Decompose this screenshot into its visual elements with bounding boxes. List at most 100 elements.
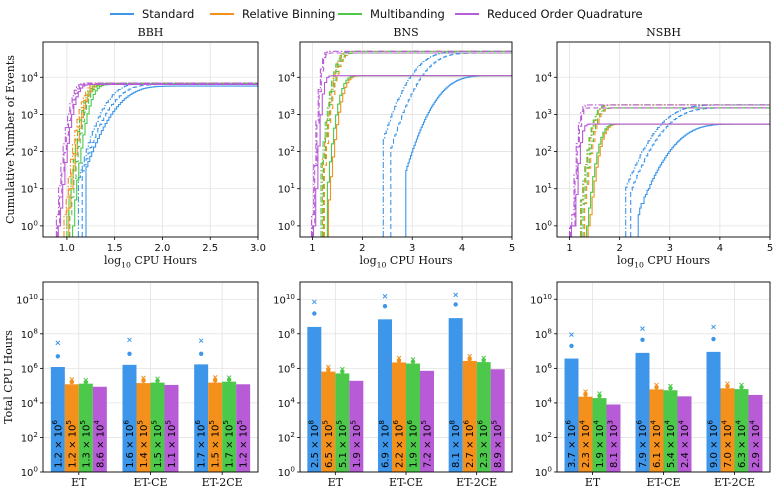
y-tick-label: 101 (535, 181, 552, 196)
marker-dot-standard (198, 351, 204, 356)
bar-label-roq: 8.6 × 104 (92, 420, 107, 468)
y-tick-label: 108 (535, 326, 553, 341)
y-tick-label: 1010 (530, 292, 552, 307)
bar-standard-et (564, 358, 579, 472)
y-tick-label: 102 (21, 430, 38, 445)
cdf-panel-bns: 1 2 3 4 5 100 101 102 103 104 BNS log10 CPU Hours (278, 26, 516, 269)
bar-label-multibanding: 1.7 × 105 (221, 420, 236, 468)
marker-dot-standard (312, 311, 317, 316)
cdf-panel-bbh: 1.0 1.5 2.0 2.5 3.0 100 101 102 103 104 BBH log10 C… (4, 26, 266, 269)
bar-label-standard: 6.9 × 108 (377, 420, 392, 468)
marker-cross-multibanding (339, 366, 345, 372)
x-category-label: ET-CE (646, 476, 680, 489)
cdf-line-standard-dashed (390, 52, 512, 237)
bar-label-standard: 7.9 × 106 (635, 420, 650, 468)
bar-relative_binning-et-ce (136, 383, 151, 472)
marker-cross-standard (198, 338, 204, 344)
marker-cross-multibanding (668, 383, 673, 389)
cdf-line-multibanding-dashed (582, 107, 770, 237)
cdf-line-relative_binning-dashdot (581, 104, 770, 237)
curves (310, 50, 512, 237)
y-tick-label: 100 (21, 465, 39, 480)
bar-standard-et-2ce (194, 364, 209, 472)
cdf-line-roq-dashdot (310, 50, 512, 237)
marker-cross-standard (382, 293, 388, 299)
marker-dot-standard (711, 336, 716, 342)
marker-cross-relative_binning (69, 377, 75, 382)
marker-cross-standard (569, 332, 574, 337)
cdf-line-relative_binning-dashed (323, 52, 512, 237)
bar-roq-et-ce (164, 384, 179, 472)
y-tick-label: 102 (21, 144, 38, 159)
y-tick-label: 1010 (16, 292, 38, 307)
bar-label-standard: 1.2 × 106 (50, 420, 64, 468)
x-tick-label: 5 (509, 243, 515, 254)
x-category-label: ET-CE (133, 476, 167, 489)
y-axis-label: Total CPU Hours (2, 330, 15, 424)
bar-roq-et-2ce (236, 384, 251, 472)
marker-dot-standard (127, 351, 132, 356)
bar-relative_binning-et (321, 371, 336, 472)
y-tick-label: 106 (21, 361, 39, 376)
cdf-line-standard-solid (637, 123, 770, 237)
legend-label-standard: Standard (142, 7, 194, 21)
curves (568, 104, 770, 237)
bar-label-relative_binning: 1.4 × 105 (136, 420, 151, 468)
bar-label-roq: 1.2 × 105 (235, 420, 250, 468)
bar-label-standard: 1.6 × 106 (122, 420, 137, 468)
axes-frame (556, 41, 771, 238)
bar-relative_binning-et-ce (649, 389, 664, 472)
y-tick-label: 103 (535, 107, 552, 122)
marker-cross-multibanding (155, 376, 160, 382)
y-tick-label: 104 (535, 70, 553, 85)
y-tick-label: 102 (278, 430, 295, 445)
bar-label-roq: 1.1 × 105 (164, 420, 179, 468)
x-tick-label: 4 (717, 243, 723, 254)
bar-label-roq: 2.4 × 104 (677, 420, 692, 468)
y-tick-label: 104 (21, 70, 39, 85)
y-tick-label: 101 (278, 181, 295, 196)
cdf-line-multibanding-dashdot (580, 104, 770, 237)
cdf-line-standard-dashdot (382, 50, 512, 237)
y-axis-label: Cumulative Number of Events (4, 55, 17, 224)
bar-label-roq: 7.2 × 105 (419, 420, 434, 468)
y-tick-label: 102 (535, 430, 552, 445)
bar-standard-et-2ce (706, 351, 721, 472)
y-tick-label: 103 (21, 107, 38, 122)
cdf-line-roq-dashed (56, 83, 258, 237)
bar-label-multibanding: 6.3 × 104 (734, 420, 749, 468)
legend-label-relative_binning: Relative Binning (242, 7, 335, 21)
x-tick-label: 2 (359, 243, 365, 254)
marker-cross-relative_binning (396, 355, 402, 361)
x-category-label: ET (71, 476, 87, 489)
marker-cross-standard (453, 292, 459, 298)
x-tick-label: 1.5 (107, 243, 123, 254)
marker-cross-relative_binning (583, 389, 588, 394)
bar-relative_binning-et-2ce (720, 388, 735, 472)
x-tick-label: 1.0 (59, 243, 75, 254)
y-tick-label: 104 (535, 395, 553, 410)
marker-cross-multibanding (410, 357, 416, 362)
bar-label-roq: 1.9 × 105 (348, 420, 363, 468)
bar-label-standard: 1.7 × 106 (193, 420, 208, 468)
bar-multibanding-et (592, 398, 607, 472)
x-tick-label: 1 (566, 243, 572, 254)
bar-label-standard: 2.5 × 108 (306, 420, 321, 468)
y-tick-label: 104 (278, 395, 296, 410)
x-axis-label: log10 CPU Hours (359, 254, 452, 269)
cdf-line-roq-solid (57, 83, 258, 237)
bar-multibanding-et-2ce (476, 362, 491, 472)
cdf-line-multibanding-dashdot (320, 50, 512, 237)
bar-label-multibanding: 1.9 × 104 (592, 420, 607, 468)
bar-relative_binning-et (578, 396, 593, 472)
bar-panel-bns: 2.5 × 108 6.9 × 108 8.1 × 108 6.5 × 105 2.2 … (273, 281, 513, 489)
x-tick-label: 2.0 (154, 243, 170, 254)
y-tick-label: 106 (535, 361, 553, 376)
axes-frame (299, 41, 513, 238)
marker-cross-standard (127, 337, 132, 343)
bar-label-standard: 9.0 × 106 (706, 420, 721, 468)
bar-panel-nsbh: 3.7 × 106 7.9 × 106 9.0 × 106 2.3 × 104 6.1 … (530, 281, 771, 489)
cdf-panel-nsbh: 1 2 3 4 5 100 101 102 103 104 NSBH log10 CPU Hours (535, 26, 774, 269)
cdf-line-standard-dashdot (77, 82, 258, 237)
cdf-line-relative_binning-solid (68, 83, 258, 237)
